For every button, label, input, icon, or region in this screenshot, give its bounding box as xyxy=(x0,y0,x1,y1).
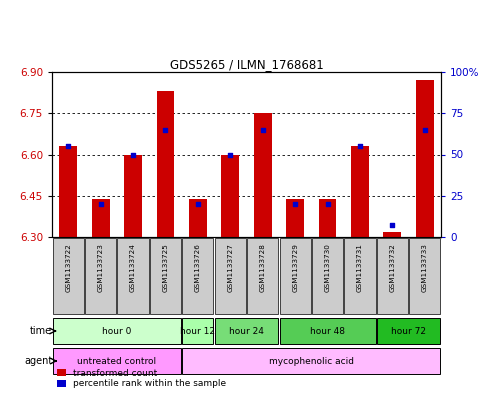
Point xyxy=(129,151,137,158)
Text: GSM1133733: GSM1133733 xyxy=(422,243,428,292)
Text: GSM1133731: GSM1133731 xyxy=(357,243,363,292)
FancyBboxPatch shape xyxy=(377,318,440,344)
FancyBboxPatch shape xyxy=(409,238,440,314)
Bar xyxy=(286,198,304,237)
FancyBboxPatch shape xyxy=(53,238,84,314)
FancyBboxPatch shape xyxy=(280,318,375,344)
FancyBboxPatch shape xyxy=(215,238,246,314)
Text: GSM1133723: GSM1133723 xyxy=(98,243,104,292)
Point xyxy=(259,127,267,133)
Text: mycophenolic acid: mycophenolic acid xyxy=(269,356,354,365)
Text: hour 72: hour 72 xyxy=(391,327,426,336)
Text: hour 48: hour 48 xyxy=(310,327,345,336)
FancyBboxPatch shape xyxy=(53,348,181,374)
Text: hour 24: hour 24 xyxy=(229,327,264,336)
Point xyxy=(421,127,428,133)
Text: GSM1133724: GSM1133724 xyxy=(130,243,136,292)
Bar xyxy=(351,146,369,237)
FancyBboxPatch shape xyxy=(182,238,213,314)
Bar xyxy=(156,91,174,237)
Point xyxy=(194,201,202,207)
Bar xyxy=(416,80,434,237)
Point xyxy=(291,201,299,207)
FancyBboxPatch shape xyxy=(312,238,343,314)
Bar xyxy=(254,113,271,237)
Text: GSM1133727: GSM1133727 xyxy=(227,243,233,292)
Text: hour 12: hour 12 xyxy=(180,327,215,336)
Text: GSM1133725: GSM1133725 xyxy=(162,243,169,292)
FancyBboxPatch shape xyxy=(280,238,311,314)
Legend: transformed count, percentile rank within the sample: transformed count, percentile rank withi… xyxy=(57,369,226,389)
FancyBboxPatch shape xyxy=(215,318,278,344)
FancyBboxPatch shape xyxy=(182,318,213,344)
Point xyxy=(227,151,234,158)
Text: time: time xyxy=(30,326,52,336)
FancyBboxPatch shape xyxy=(377,238,408,314)
Text: GSM1133732: GSM1133732 xyxy=(389,243,396,292)
Point xyxy=(162,127,170,133)
Bar xyxy=(189,198,207,237)
Text: hour 0: hour 0 xyxy=(102,327,131,336)
Text: GSM1133730: GSM1133730 xyxy=(325,243,330,292)
Bar xyxy=(124,154,142,237)
Point xyxy=(324,201,331,207)
Bar xyxy=(221,154,239,237)
FancyBboxPatch shape xyxy=(85,238,116,314)
Text: GSM1133726: GSM1133726 xyxy=(195,243,201,292)
Bar xyxy=(384,231,401,237)
Text: agent: agent xyxy=(24,356,52,366)
FancyBboxPatch shape xyxy=(182,348,440,374)
Bar xyxy=(92,198,110,237)
FancyBboxPatch shape xyxy=(53,318,181,344)
Point xyxy=(388,222,396,229)
Text: GSM1133729: GSM1133729 xyxy=(292,243,298,292)
Point xyxy=(356,143,364,149)
Text: GSM1133728: GSM1133728 xyxy=(260,243,266,292)
FancyBboxPatch shape xyxy=(150,238,181,314)
Bar xyxy=(59,146,77,237)
Title: GDS5265 / ILMN_1768681: GDS5265 / ILMN_1768681 xyxy=(170,58,324,71)
FancyBboxPatch shape xyxy=(117,238,149,314)
FancyBboxPatch shape xyxy=(247,238,278,314)
FancyBboxPatch shape xyxy=(344,238,375,314)
Text: untreated control: untreated control xyxy=(77,356,156,365)
Point xyxy=(97,201,104,207)
Bar xyxy=(319,198,337,237)
Point xyxy=(64,143,72,149)
Text: GSM1133722: GSM1133722 xyxy=(65,243,71,292)
